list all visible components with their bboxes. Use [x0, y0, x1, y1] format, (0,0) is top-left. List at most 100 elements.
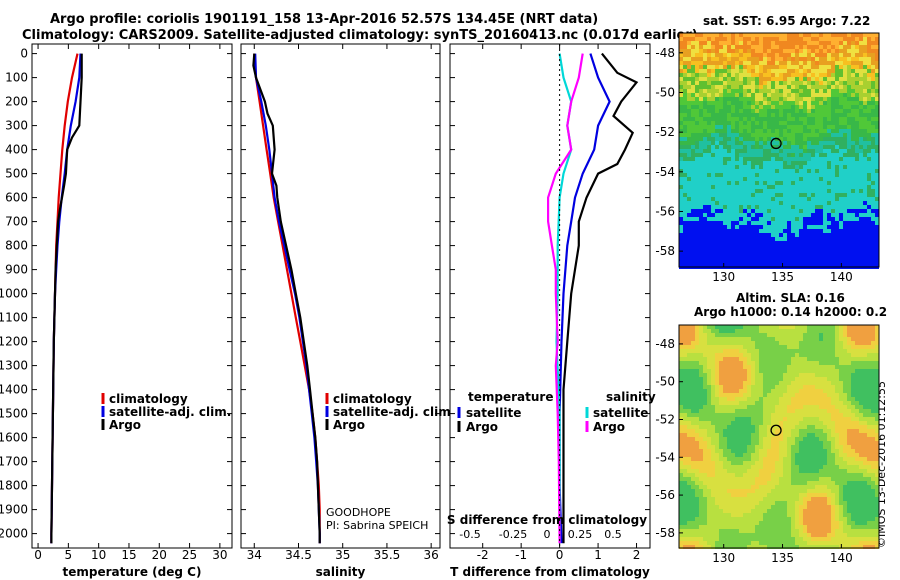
- heatmap-cell: [699, 105, 703, 109]
- heatmap-cell: [723, 341, 727, 345]
- heatmap-cell: [683, 445, 687, 449]
- heatmap-cell: [851, 365, 855, 369]
- heatmap-cell: [747, 41, 751, 45]
- heatmap-cell: [679, 69, 683, 73]
- heatmap-cell: [735, 193, 739, 197]
- heatmap-cell: [699, 245, 703, 249]
- heatmap-cell: [771, 181, 775, 185]
- heatmap-cell: [679, 189, 683, 193]
- heatmap-cell: [843, 209, 847, 213]
- heatmap-cell: [739, 181, 743, 185]
- heatmap-cell: [703, 221, 707, 225]
- heatmap-cell: [843, 437, 847, 441]
- heatmap-cell: [855, 417, 859, 421]
- heatmap-cell: [871, 37, 875, 41]
- heatmap-cell: [783, 77, 787, 81]
- heatmap-cell: [767, 421, 771, 425]
- heatmap-cell: [767, 69, 771, 73]
- heatmap-cell: [711, 325, 715, 329]
- heatmap-cell: [751, 325, 755, 329]
- heatmap-cell: [783, 173, 787, 177]
- heatmap-cell: [827, 177, 831, 181]
- heatmap-cell: [679, 169, 683, 173]
- heatmap-cell: [695, 77, 699, 81]
- heatmap-cell: [823, 333, 827, 337]
- heatmap-cell: [683, 449, 687, 453]
- heatmap-cell: [707, 429, 711, 433]
- heatmap-cell: [691, 245, 695, 249]
- heatmap-cell: [863, 233, 867, 237]
- heatmap-cell: [827, 349, 831, 353]
- heatmap-cell: [747, 57, 751, 61]
- heatmap-cell: [811, 445, 815, 449]
- heatmap-cell: [799, 149, 803, 153]
- heatmap-cell: [855, 437, 859, 441]
- heatmap-cell: [735, 449, 739, 453]
- heatmap-cell: [775, 353, 779, 357]
- heatmap-cell: [751, 361, 755, 365]
- heatmap-cell: [791, 401, 795, 405]
- heatmap-cell: [759, 445, 763, 449]
- heatmap-cell: [739, 117, 743, 121]
- heatmap-cell: [831, 237, 835, 241]
- heatmap-cell: [771, 49, 775, 53]
- heatmap-cell: [755, 345, 759, 349]
- heatmap-cell: [843, 197, 847, 201]
- heatmap-cell: [747, 401, 751, 405]
- heatmap-cell: [839, 409, 843, 413]
- heatmap-cell: [871, 449, 875, 453]
- heatmap-cell: [727, 97, 731, 101]
- heatmap-cell: [867, 389, 871, 393]
- heatmap-cell: [787, 61, 791, 65]
- heatmap-cell: [679, 149, 683, 153]
- heatmap-cell: [835, 173, 839, 177]
- heatmap-cell: [707, 413, 711, 417]
- heatmap-cell: [783, 457, 787, 461]
- heatmap-cell: [819, 189, 823, 193]
- heatmap-cell: [727, 417, 731, 421]
- heatmap-cell: [843, 449, 847, 453]
- heatmap-cell: [755, 441, 759, 445]
- heatmap-cell: [679, 197, 683, 201]
- heatmap-cell: [839, 225, 843, 229]
- heatmap-cell: [683, 457, 687, 461]
- heatmap-cell: [815, 217, 819, 221]
- heatmap-cell: [847, 365, 851, 369]
- heatmap-cell: [743, 33, 747, 37]
- heatmap-cell: [867, 341, 871, 345]
- heatmap-cell: [779, 101, 783, 105]
- heatmap-cell: [875, 125, 879, 129]
- heatmap-cell: [839, 109, 843, 113]
- heatmap-cell: [839, 257, 843, 261]
- heatmap-cell: [767, 149, 771, 153]
- heatmap-cell: [859, 169, 863, 173]
- heatmap-cell: [723, 129, 727, 133]
- heatmap-cell: [687, 145, 691, 149]
- heatmap-cell: [775, 77, 779, 81]
- heatmap-cell: [807, 369, 811, 373]
- heatmap-cell: [867, 89, 871, 93]
- heatmap-cell: [851, 97, 855, 101]
- heatmap-cell: [835, 213, 839, 217]
- heatmap-cell: [755, 353, 759, 357]
- heatmap-cell: [803, 253, 807, 257]
- heatmap-cell: [739, 177, 743, 181]
- heatmap-cell: [835, 177, 839, 181]
- heatmap-cell: [783, 249, 787, 253]
- heatmap-cell: [803, 413, 807, 417]
- heatmap-cell: [683, 141, 687, 145]
- heatmap-cell: [767, 405, 771, 409]
- heatmap-cell: [763, 33, 767, 37]
- heatmap-cell: [747, 85, 751, 89]
- heatmap-cell: [859, 453, 863, 457]
- heatmap-cell: [759, 357, 763, 361]
- heatmap-cell: [775, 169, 779, 173]
- heatmap-cell: [683, 113, 687, 117]
- heatmap-cell: [815, 113, 819, 117]
- heatmap-cell: [711, 37, 715, 41]
- heatmap-cell: [875, 337, 879, 341]
- heatmap-cell: [759, 57, 763, 61]
- heatmap-cell: [811, 441, 815, 445]
- heatmap-cell: [711, 173, 715, 177]
- heatmap-cell: [739, 185, 743, 189]
